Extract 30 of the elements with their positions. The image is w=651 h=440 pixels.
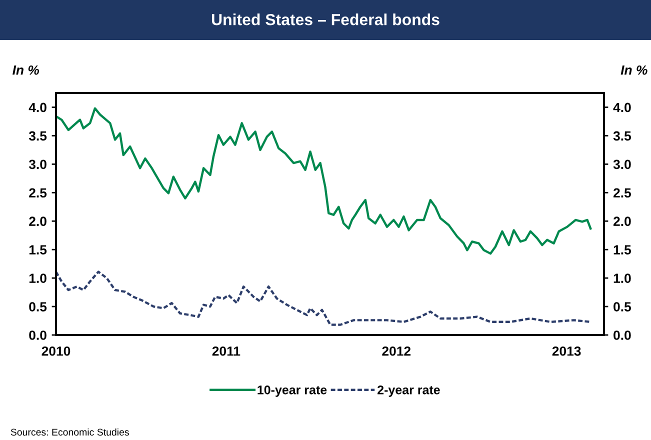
y2-tick-label: 2.5 — [613, 188, 631, 198]
y2-tick-label: 4.0 — [613, 102, 631, 112]
legend-label: 2-year rate — [378, 386, 440, 397]
y2-tick-label: 3.5 — [613, 131, 631, 141]
y-tick-label: 0.0 — [29, 330, 46, 340]
y-tick-label: 2.5 — [29, 188, 47, 198]
y2-axis-title: In % — [620, 65, 648, 75]
x-tick-label: 2011 — [212, 346, 240, 356]
y2-tick-label: 2.0 — [613, 216, 631, 226]
y-tick-label: 3.5 — [28, 131, 47, 141]
legend-label: 10-year rate — [258, 386, 327, 397]
x-tick-label: 2010 — [42, 346, 70, 356]
y2-tick-label: 1.5 — [614, 245, 631, 254]
source-note: Sources: Economic Studies — [10, 428, 129, 436]
y2-tick-label: 0.5 — [614, 302, 631, 312]
chart-title: United States – Federal bonds — [212, 14, 440, 26]
y2-tick-label: 1.0 — [614, 274, 631, 283]
y-tick-label: 1.5 — [29, 245, 47, 254]
y-axis-title: In % — [12, 65, 40, 75]
y-tick-label: 0.5 — [29, 302, 47, 312]
y-tick-label: 4.0 — [28, 102, 46, 112]
y2-tick-label: 3.0 — [613, 160, 631, 170]
y-tick-label: 1.0 — [29, 274, 46, 283]
y-tick-label: 2.0 — [29, 216, 46, 226]
line-series — [56, 270, 592, 326]
x-tick-label: 2013 — [552, 346, 581, 356]
y2-tick-label: 0.0 — [614, 330, 631, 340]
line-series — [56, 107, 592, 255]
y-tick-label: 3.0 — [28, 160, 46, 170]
x-tick-label: 2012 — [382, 346, 411, 356]
